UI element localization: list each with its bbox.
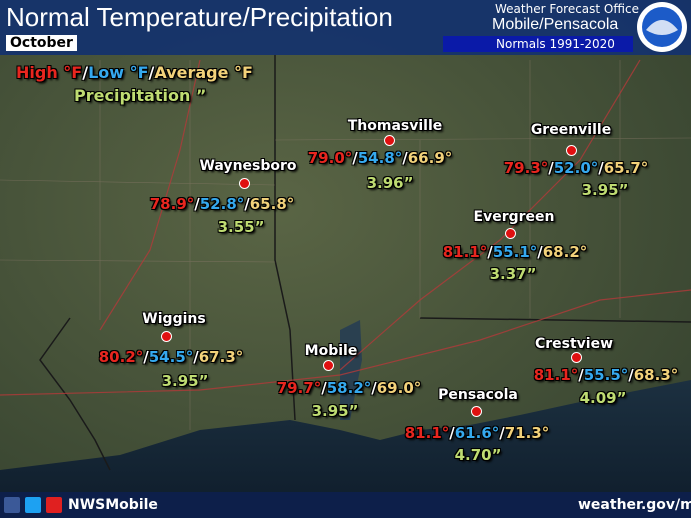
city-marker xyxy=(239,178,250,189)
high-temp: 78.9° xyxy=(149,195,195,213)
legend-average: Average °F xyxy=(154,63,253,82)
high-temp: 79.3° xyxy=(503,159,549,177)
footer-url: weather.gov/mob xyxy=(578,497,691,513)
separator: / xyxy=(499,424,505,442)
city-temps: 78.9°/52.8°/65.8° xyxy=(150,195,295,213)
city-temps: 81.1°/55.1°/68.2° xyxy=(443,243,588,261)
avg-temp: 71.3° xyxy=(504,424,550,442)
city-precip: 3.37” xyxy=(489,265,537,283)
low-temp: 55.1° xyxy=(492,243,538,261)
separator: / xyxy=(371,379,377,397)
separator: / xyxy=(578,366,584,384)
city-marker xyxy=(161,331,172,342)
low-temp: 54.5° xyxy=(148,348,194,366)
city-precip: 4.70” xyxy=(454,446,502,464)
city-name: Mobile xyxy=(304,343,358,359)
separator: / xyxy=(82,63,89,82)
city-precip: 4.09” xyxy=(579,389,627,407)
separator: / xyxy=(537,243,543,261)
city-marker xyxy=(384,135,395,146)
city-marker xyxy=(323,360,334,371)
separator: / xyxy=(598,159,604,177)
high-temp: 79.7° xyxy=(276,379,322,397)
city-name: Waynesboro xyxy=(199,158,297,174)
city-precip: 3.96” xyxy=(366,174,414,192)
legend-temps: High °F/Low °F/Average °F xyxy=(16,63,253,82)
separator: / xyxy=(193,348,199,366)
city-marker xyxy=(571,352,582,363)
low-temp: 52.8° xyxy=(199,195,245,213)
city-temps: 79.3°/52.0°/65.7° xyxy=(504,159,649,177)
separator: / xyxy=(143,348,149,366)
separator: / xyxy=(402,149,408,167)
separator: / xyxy=(244,195,250,213)
low-temp: 54.8° xyxy=(357,149,403,167)
avg-temp: 68.2° xyxy=(542,243,588,261)
separator: / xyxy=(352,149,358,167)
legend-low: Low °F xyxy=(88,63,149,82)
low-temp: 55.5° xyxy=(583,366,629,384)
separator: / xyxy=(449,424,455,442)
separator: / xyxy=(148,63,155,82)
high-temp: 81.1° xyxy=(533,366,579,384)
city-temps: 79.0°/54.8°/66.9° xyxy=(308,149,453,167)
city-precip: 3.95” xyxy=(311,402,359,420)
low-temp: 61.6° xyxy=(454,424,500,442)
city-precip: 3.95” xyxy=(581,181,629,199)
separator: / xyxy=(321,379,327,397)
city-marker xyxy=(566,145,577,156)
city-temps: 79.7°/58.2°/69.0° xyxy=(277,379,422,397)
high-temp: 81.1° xyxy=(442,243,488,261)
city-temps: 81.1°/61.6°/71.3° xyxy=(405,424,550,442)
city-name: Crestview xyxy=(534,336,614,352)
low-temp: 52.0° xyxy=(553,159,599,177)
city-marker xyxy=(505,228,516,239)
high-temp: 81.1° xyxy=(404,424,450,442)
avg-temp: 67.3° xyxy=(198,348,244,366)
city-precip: 3.55” xyxy=(217,218,265,236)
title: Normal Temperature/Precipitation xyxy=(6,2,393,32)
city-name: Evergreen xyxy=(473,209,555,225)
avg-temp: 65.7° xyxy=(603,159,649,177)
avg-temp: 66.9° xyxy=(407,149,453,167)
legend-high: High °F xyxy=(16,63,83,82)
office: Mobile/Pensacola xyxy=(492,16,619,33)
office-line: Weather Forecast Office xyxy=(495,2,639,16)
high-temp: 79.0° xyxy=(307,149,353,167)
avg-temp: 65.8° xyxy=(249,195,295,213)
city-temps: 81.1°/55.5°/68.3° xyxy=(534,366,679,384)
month: October xyxy=(6,35,77,51)
city-name: Pensacola xyxy=(438,387,518,403)
footer-handle: NWSMobile xyxy=(68,497,158,513)
high-temp: 80.2° xyxy=(98,348,144,366)
low-temp: 58.2° xyxy=(326,379,372,397)
city-marker xyxy=(471,406,482,417)
avg-temp: 68.3° xyxy=(633,366,679,384)
city-temps: 80.2°/54.5°/67.3° xyxy=(99,348,244,366)
separator: / xyxy=(628,366,634,384)
legend-precip: Precipitation ” xyxy=(74,86,207,105)
city-name: Thomasville xyxy=(347,118,443,134)
normals: Normals 1991-2020 xyxy=(496,37,615,51)
city-name: Wiggins xyxy=(142,311,206,327)
separator: / xyxy=(548,159,554,177)
avg-temp: 69.0° xyxy=(376,379,422,397)
separator: / xyxy=(194,195,200,213)
city-precip: 3.95” xyxy=(161,372,209,390)
separator: / xyxy=(487,243,493,261)
city-name: Greenville xyxy=(530,122,612,138)
